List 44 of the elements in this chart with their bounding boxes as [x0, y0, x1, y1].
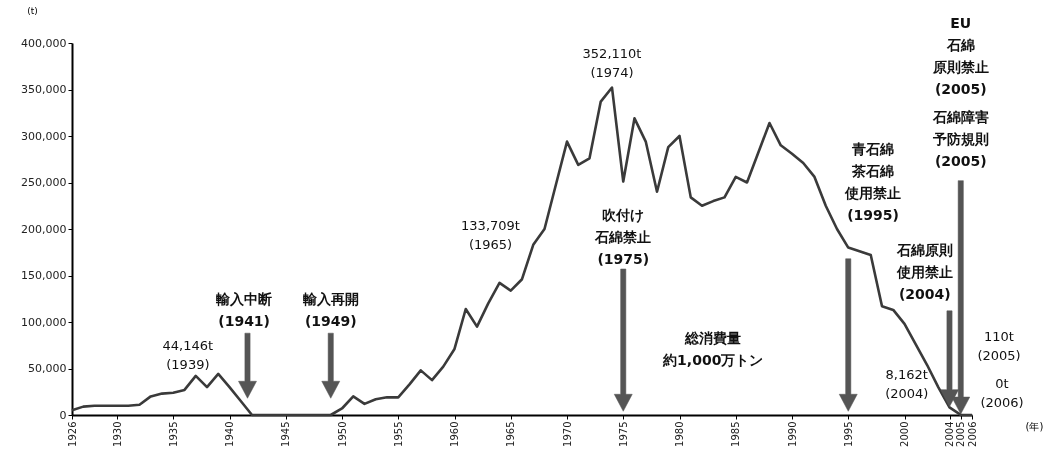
x-tick-label: 1930: [111, 421, 123, 447]
x-tick-label: 2004: [944, 421, 955, 447]
annotation: 133,709t (1965): [461, 217, 520, 252]
y-tick-label: 100,000: [21, 315, 67, 329]
x-tick-label: 1975: [617, 421, 629, 447]
annotation: EU石綿原則禁止 (2005): [931, 14, 989, 97]
y-tick-label: 250,000: [21, 176, 67, 189]
annotation: 352,110t (1974): [582, 46, 642, 81]
x-tick-label: 2006: [966, 421, 978, 447]
annotation: 石綿原則使用禁止 (2004): [895, 241, 953, 302]
y-tick-label: 150,000: [21, 269, 67, 282]
x-tick-label: 1970: [561, 421, 573, 447]
annotation: 青石綿茶石綿使用禁止 (1995): [844, 141, 901, 224]
y-tick-label: 300,000: [21, 129, 67, 143]
annotation: 石綿障害予防規則 (2005): [931, 108, 989, 169]
y-tick-label: 0: [59, 408, 67, 422]
annotation: 輸入再開 (1949): [301, 291, 359, 330]
x-tick-label: 1940: [224, 421, 235, 447]
x-tick-label: 1965: [505, 421, 517, 447]
annotation: 吹付け石綿禁止 (1975): [594, 206, 652, 267]
x-tick-label: 1935: [167, 421, 179, 447]
x-tick-label: 1990: [786, 421, 798, 447]
y-tick-label: 200,000: [21, 222, 67, 236]
x-tick-label: 1945: [280, 421, 292, 447]
annotation: 総消費量約1,000万トン: [662, 330, 764, 369]
x-tick-label: 2000: [899, 421, 910, 447]
y-tick-label: 400,000: [21, 36, 67, 50]
annotation: 44,146t (1939): [162, 338, 214, 373]
text: 110t (2005): [977, 329, 1021, 364]
y-axis-title: (t): [27, 5, 38, 16]
x-tick-label: 1955: [392, 421, 404, 447]
y-tick-label: 350,000: [21, 83, 67, 96]
x-tick-label: 1980: [674, 421, 685, 447]
annotation: 8,162t (2004): [885, 367, 929, 402]
x-tick-label: 1960: [449, 421, 460, 447]
text: 0t (2006): [980, 375, 1024, 410]
x-axis-title: (年): [1025, 420, 1044, 432]
x-tick-label: 1995: [842, 421, 854, 447]
annotation: 輸入中断 (1941): [215, 291, 273, 330]
x-tick-label: 2005: [955, 421, 967, 447]
x-tick-label: 1926: [66, 421, 78, 447]
x-tick-label: 1985: [730, 421, 742, 447]
x-tick-label: 1950: [336, 421, 348, 447]
y-tick-label: 50,000: [28, 362, 67, 375]
